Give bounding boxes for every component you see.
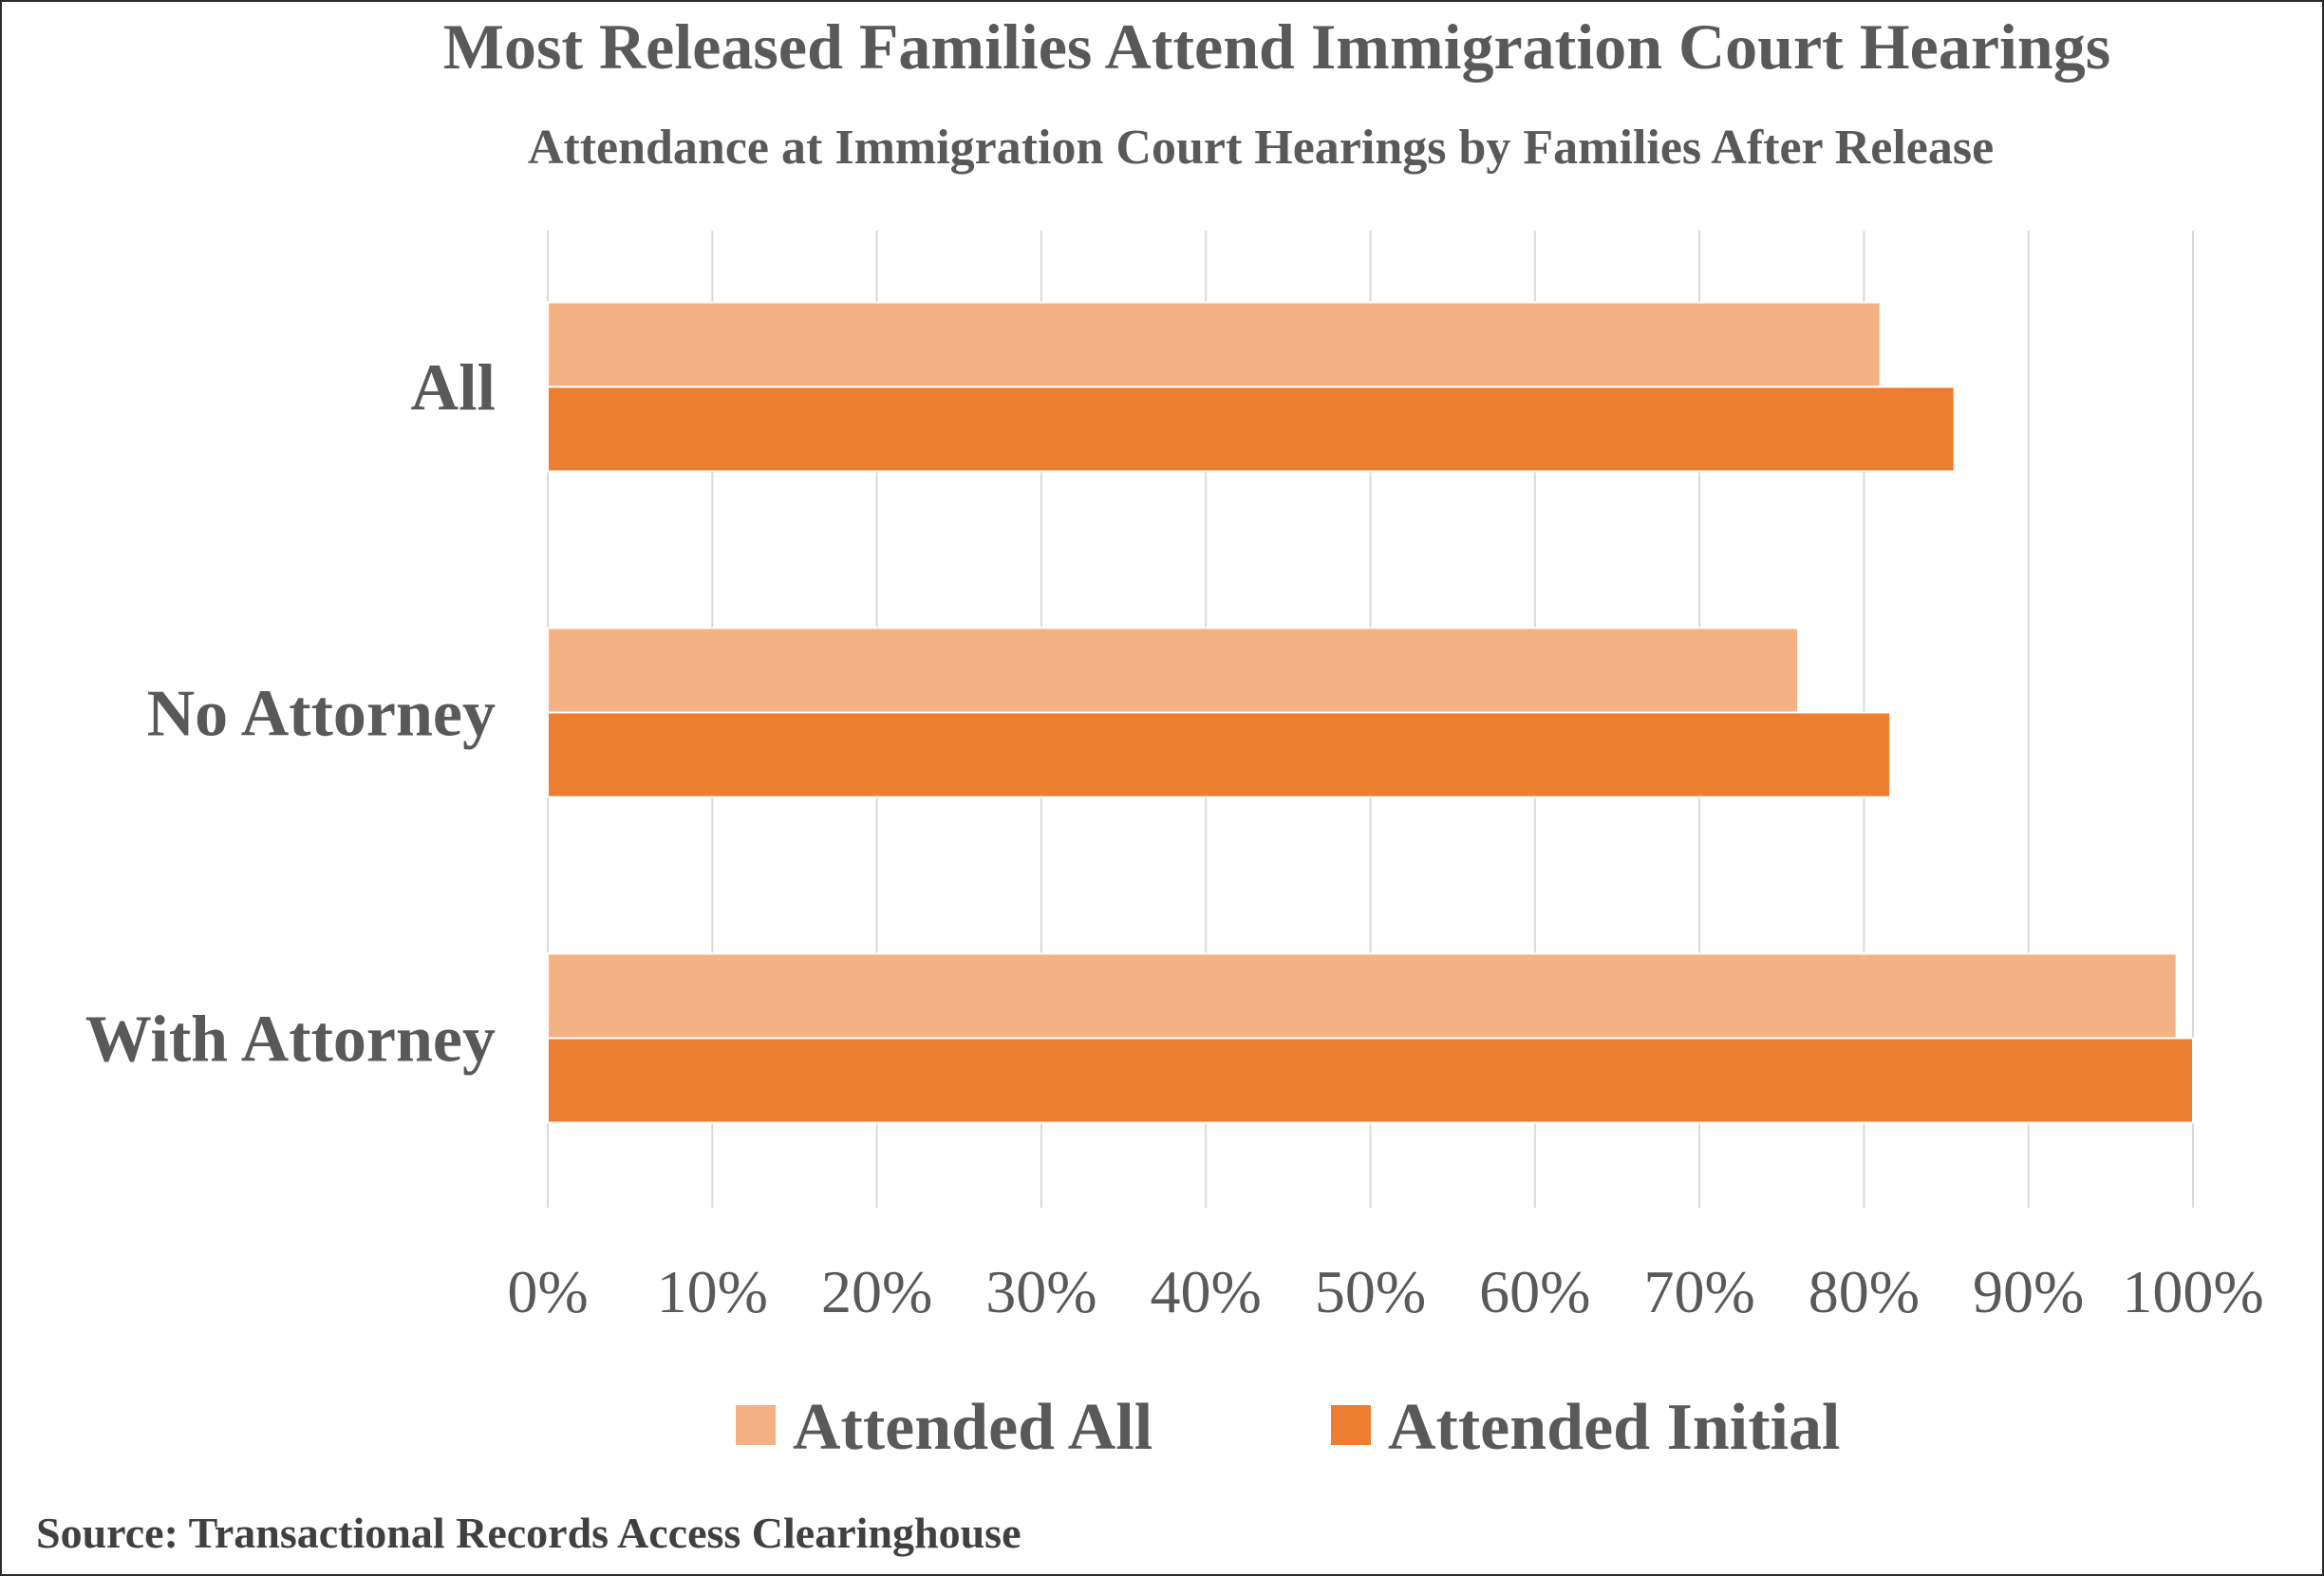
chart-title: Most Released Families Attend Immigratio… [443,10,2110,83]
x-tick-label: 10% [657,1258,768,1325]
x-tick-label: 0% [507,1258,588,1325]
x-tick-label: 20% [821,1258,932,1325]
x-tick-label: 100% [2122,1258,2263,1325]
bars [547,301,2194,1124]
bar-attended-initial [547,1037,2194,1124]
x-tick-label: 40% [1151,1258,1262,1325]
bar-attended-all [547,627,1800,714]
legend-swatch [1331,1405,1371,1445]
legend-label: Attended All [793,1391,1153,1464]
category-label: No Attorney [147,678,496,751]
x-tick-labels: 0% 10% 20% 30% 40% 50% 60% 70% 80% 90% 100% [507,1258,2263,1325]
legend-label: Attended Initial [1388,1391,1840,1464]
bar-attended-initial [547,385,1956,473]
x-tick-label: 70% [1643,1258,1754,1325]
legend-swatch [736,1405,776,1445]
bar-attended-all [547,952,2178,1040]
chart-subtitle: Attendance at Immigration Court Hearings… [528,121,1994,175]
category-label: With Attorney [85,1004,496,1077]
category-label: All [411,352,496,425]
bar-attended-initial [547,711,1892,798]
x-tick-label: 90% [1973,1258,2084,1325]
x-tick-label: 60% [1479,1258,1590,1325]
category-labels: All No Attorney With Attorney [85,352,496,1077]
x-tick-label: 50% [1315,1258,1426,1325]
x-tick-label: 30% [985,1258,1096,1325]
legend: Attended All Attended Initial [736,1391,1840,1464]
source-note: Source: Transactional Records Access Cle… [36,1509,1021,1557]
x-tick-label: 80% [1809,1258,1920,1325]
bar-attended-all [547,301,1882,388]
